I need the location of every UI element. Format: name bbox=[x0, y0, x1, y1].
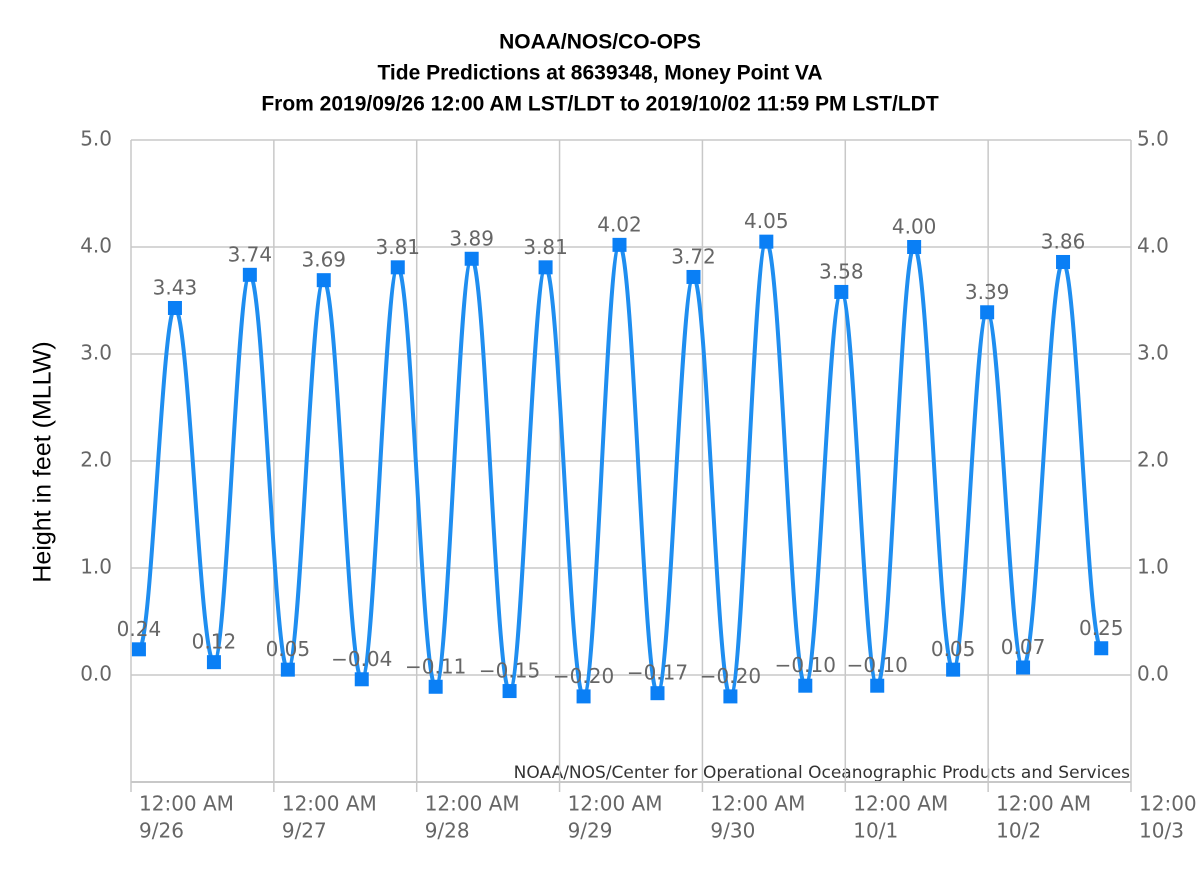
data-label: 3.74 bbox=[228, 242, 273, 266]
data-label: 0.07 bbox=[1001, 635, 1046, 659]
y2-tick-label: 4.0 bbox=[1137, 234, 1169, 258]
marker bbox=[834, 284, 849, 299]
y2-tick-label: 0.0 bbox=[1137, 662, 1169, 686]
marker bbox=[576, 689, 591, 704]
data-label: 0.05 bbox=[931, 637, 976, 661]
marker bbox=[723, 689, 738, 704]
data-label: −0.10 bbox=[847, 653, 908, 677]
y-tick-label: 1.0 bbox=[80, 555, 112, 579]
x-tick-label: 9/28 bbox=[425, 819, 470, 843]
marker bbox=[907, 240, 922, 254]
x-tick-label: 10/2 bbox=[996, 819, 1041, 843]
chart-subtitle: Tide Predictions at 8639348, Money Point… bbox=[377, 62, 822, 85]
x-tick-label: 9/27 bbox=[282, 819, 327, 843]
data-label: 3.69 bbox=[301, 248, 346, 272]
data-label: 3.81 bbox=[376, 235, 421, 259]
x-tick-label: 12:00 bbox=[1139, 792, 1197, 816]
y2-tick-label: 2.0 bbox=[1137, 448, 1169, 472]
x-tick-label: 10/3 bbox=[1139, 819, 1184, 843]
marker bbox=[464, 251, 479, 266]
x-tick-label: 12:00 AM bbox=[996, 792, 1091, 816]
credits: NOAA/NOS/Center for Operational Oceanogr… bbox=[514, 763, 1130, 783]
data-label: 0.05 bbox=[266, 637, 311, 661]
x-tick-label: 9/26 bbox=[139, 819, 184, 843]
data-label: 3.58 bbox=[819, 259, 864, 283]
data-label: 4.00 bbox=[892, 215, 937, 239]
data-label: −0.20 bbox=[700, 664, 761, 688]
x-tick-label: 12:00 AM bbox=[710, 792, 805, 816]
data-label: 3.86 bbox=[1041, 229, 1086, 253]
marker bbox=[354, 672, 369, 687]
marker bbox=[390, 260, 405, 275]
data-label: −0.17 bbox=[627, 661, 688, 685]
y2-tick-label: 5.0 bbox=[1137, 127, 1169, 151]
y-axis-label: Height in feet (MLLW) bbox=[29, 341, 57, 582]
y-tick-label: 4.0 bbox=[80, 234, 112, 258]
x-tick-label: 9/30 bbox=[710, 819, 755, 843]
marker bbox=[980, 305, 995, 320]
data-label: −0.20 bbox=[553, 664, 614, 688]
y-tick-label: 3.0 bbox=[80, 341, 112, 365]
chart-subtitle: From 2019/09/26 12:00 AM LST/LDT to 2019… bbox=[261, 93, 938, 116]
marker bbox=[316, 273, 331, 288]
marker bbox=[686, 269, 701, 284]
marker bbox=[428, 679, 443, 694]
data-label: −0.04 bbox=[331, 647, 392, 671]
marker bbox=[612, 237, 627, 252]
data-label: 4.02 bbox=[597, 212, 642, 236]
x-tick-label: 12:00 AM bbox=[853, 792, 948, 816]
x-tick-label: 12:00 AM bbox=[139, 792, 234, 816]
data-label: −0.11 bbox=[405, 654, 466, 678]
data-label: 4.05 bbox=[744, 209, 789, 233]
marker bbox=[538, 260, 553, 275]
y2-tick-label: 1.0 bbox=[1137, 555, 1169, 579]
data-label: 3.81 bbox=[523, 235, 568, 259]
data-label: 0.12 bbox=[192, 630, 237, 654]
marker bbox=[206, 655, 221, 670]
data-label: −0.15 bbox=[479, 659, 540, 683]
marker bbox=[798, 678, 813, 693]
marker bbox=[946, 662, 961, 677]
data-label: 3.72 bbox=[671, 244, 716, 268]
x-tick-label: 12:00 AM bbox=[425, 792, 520, 816]
data-label: 3.89 bbox=[449, 226, 494, 250]
y-tick-label: 5.0 bbox=[80, 127, 112, 151]
marker bbox=[131, 642, 146, 657]
data-label: 0.25 bbox=[1079, 616, 1124, 640]
chart-title: NOAA/NOS/CO-OPS bbox=[499, 31, 701, 54]
x-tick-label: 10/1 bbox=[853, 819, 898, 843]
x-tick-label: 12:00 AM bbox=[282, 792, 377, 816]
marker bbox=[280, 662, 295, 677]
marker bbox=[242, 267, 257, 282]
marker bbox=[1094, 641, 1109, 656]
y-tick-label: 2.0 bbox=[80, 448, 112, 472]
marker bbox=[502, 684, 517, 699]
data-label: 3.43 bbox=[153, 275, 198, 299]
y-tick-label: 0.0 bbox=[80, 662, 112, 686]
data-label: 0.24 bbox=[117, 617, 162, 641]
tide-line bbox=[136, 239, 1104, 699]
marker bbox=[870, 678, 885, 693]
marker bbox=[167, 300, 182, 315]
marker bbox=[759, 234, 774, 249]
x-tick-label: 9/29 bbox=[568, 819, 613, 843]
x-tick-label: 12:00 AM bbox=[568, 792, 663, 816]
data-label: 3.39 bbox=[965, 280, 1010, 304]
marker bbox=[1016, 660, 1031, 675]
marker bbox=[650, 686, 665, 701]
y2-tick-label: 3.0 bbox=[1137, 341, 1169, 365]
data-label: −0.10 bbox=[775, 653, 836, 677]
marker bbox=[1056, 254, 1071, 269]
